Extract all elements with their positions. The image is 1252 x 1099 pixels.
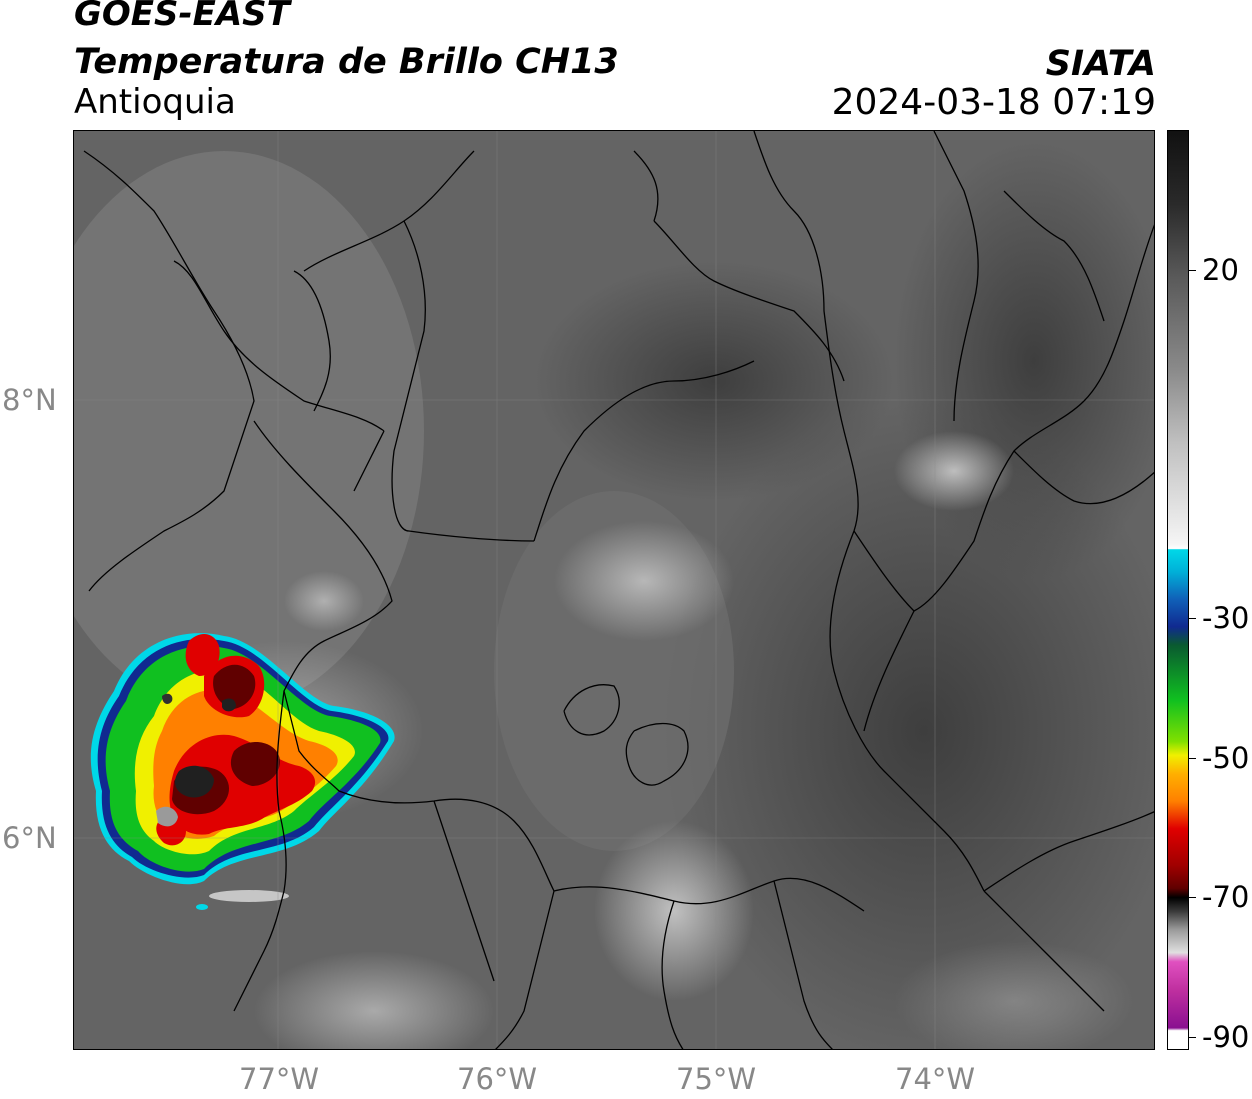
colorbar-label-m90: -90 [1202, 1020, 1250, 1054]
map-borders [83, 131, 1154, 1049]
storm-cloud [90, 633, 395, 885]
title-satellite: GOES-EAST [74, 0, 290, 34]
colorbar-label-m30: -30 [1202, 601, 1250, 635]
title-product: Temperatura de Brillo CH13 [74, 42, 619, 82]
colorbar-tick-20 [1189, 270, 1196, 271]
colorbar-label-m50: -50 [1202, 741, 1250, 775]
org-label: SIATA [1045, 44, 1156, 84]
colorbar-label-20: 20 [1202, 253, 1239, 287]
lat-label-6n: 6°N [2, 821, 57, 855]
datetime-label: 2024-03-18 07:19 [831, 82, 1156, 123]
colorbar-tick-m90 [1189, 1037, 1196, 1038]
map-gridlines [74, 131, 1154, 1049]
colorbar-tick-m50 [1189, 758, 1196, 759]
satellite-map[interactable] [73, 130, 1155, 1050]
title-region: Antioquia [74, 82, 236, 122]
colorbar-tick-m30 [1189, 618, 1196, 619]
colorbar-tick-m70 [1189, 897, 1196, 898]
lat-label-8n: 8°N [2, 383, 57, 417]
colorbar [1167, 130, 1189, 1050]
colorbar-label-m70: -70 [1202, 880, 1250, 914]
lon-label-74w: 74°W [895, 1062, 976, 1096]
lon-label-75w: 75°W [676, 1062, 757, 1096]
map-canvas [74, 131, 1154, 1049]
lon-label-77w: 77°W [239, 1062, 320, 1096]
lon-label-76w: 76°W [457, 1062, 538, 1096]
